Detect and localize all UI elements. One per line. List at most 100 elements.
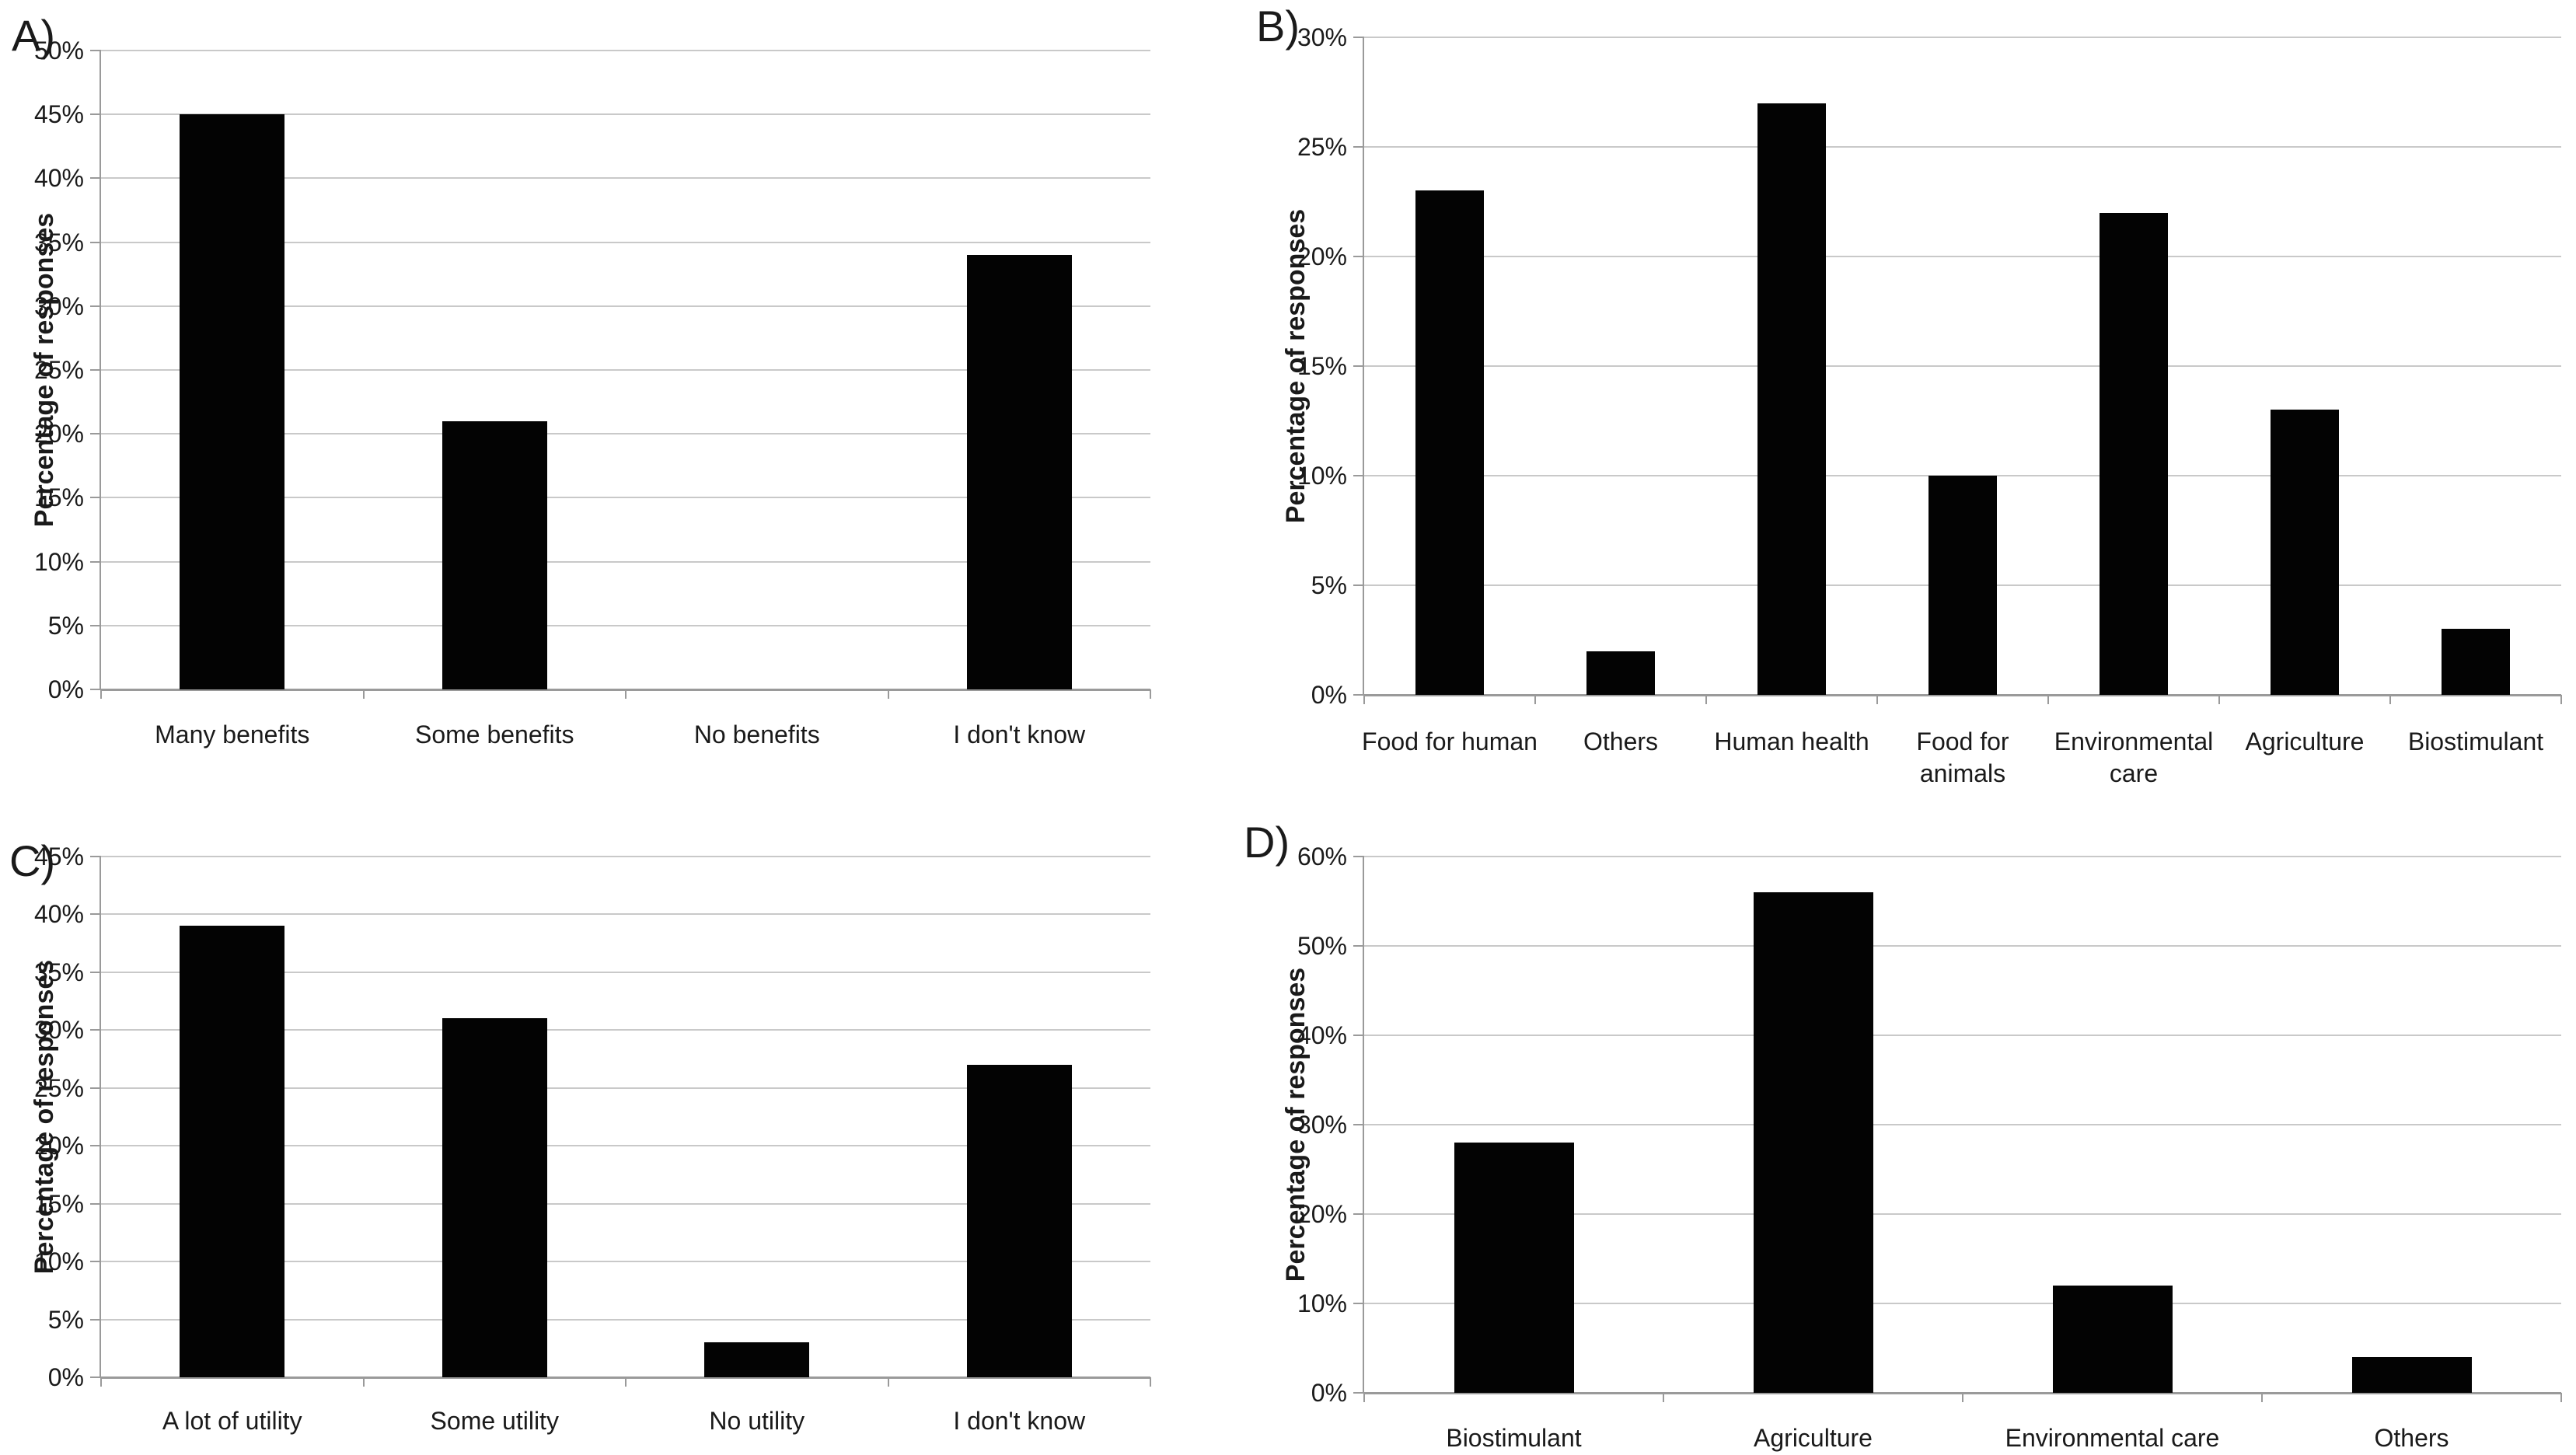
x-axis-tick <box>2218 695 2220 704</box>
y-axis-tick <box>1353 146 1364 148</box>
x-axis-line <box>101 689 1150 691</box>
gridline <box>101 50 1150 51</box>
x-axis-line <box>1364 1392 2561 1394</box>
gridline <box>101 1261 1150 1263</box>
y-axis-tick <box>90 1029 101 1031</box>
x-axis-tick <box>1962 1393 1963 1402</box>
y-axis-tick <box>90 177 101 180</box>
y-axis-tick-label: 30% <box>1297 1111 1347 1139</box>
y-axis-title: Percentage of responses <box>1281 208 1311 524</box>
bar-agriculture <box>1753 892 1873 1393</box>
x-axis-category-label: Environmental care <box>2005 1424 2220 1452</box>
gridline <box>101 1318 1150 1321</box>
y-axis-tick <box>90 1261 101 1263</box>
y-axis-tick-label: 15% <box>33 1189 84 1218</box>
x-axis-category-label: Some benefits <box>414 721 574 748</box>
y-axis-tick <box>1353 856 1364 857</box>
x-axis-category-label: Biostimulant <box>2407 728 2544 755</box>
y-axis-tick-label: 40% <box>33 164 84 193</box>
x-axis-category-label: No benefits <box>693 721 820 748</box>
y-axis-tick-label: 15% <box>1297 352 1347 380</box>
y-axis-tick <box>90 1376 101 1378</box>
y-axis-tick <box>1353 945 1364 947</box>
x-axis-tick <box>1150 1377 1151 1387</box>
x-axis-tick <box>1363 1393 1365 1402</box>
gridline <box>1364 945 2561 947</box>
gridline <box>101 560 1150 563</box>
bar-human-health <box>1757 103 1826 695</box>
y-axis-tick <box>1353 1035 1364 1036</box>
y-axis-tick <box>90 50 101 51</box>
y-axis-tick-label: 25% <box>1297 133 1347 161</box>
y-axis-line <box>1363 857 1364 1393</box>
y-axis-tick-label: 35% <box>33 228 84 256</box>
y-axis-tick <box>90 241 101 243</box>
y-axis-tick-label: 40% <box>1297 1021 1347 1049</box>
y-axis-line <box>99 857 101 1377</box>
x-axis-tick <box>2560 695 2562 704</box>
gridline <box>101 971 1150 973</box>
y-axis-tick <box>1353 256 1364 257</box>
x-axis-line <box>1364 694 2561 696</box>
y-axis-tick-label: 0% <box>47 675 84 703</box>
y-axis-tick <box>1353 584 1364 586</box>
panel-label: C) <box>9 836 56 885</box>
bar-agriculture <box>2271 410 2339 695</box>
x-axis-tick <box>2389 695 2391 704</box>
gridline <box>101 856 1150 857</box>
x-axis-tick <box>2261 1393 2263 1402</box>
y-axis-tick <box>1353 365 1364 367</box>
y-axis-tick-label: 5% <box>47 1305 84 1334</box>
y-axis-tick <box>1353 694 1364 696</box>
gridline <box>1364 1035 2561 1036</box>
x-axis-tick <box>625 1377 627 1387</box>
gridline <box>1364 584 2561 586</box>
y-axis-title: Percentage of responses <box>30 212 59 528</box>
y-axis-tick <box>90 1087 101 1089</box>
gridline <box>101 433 1150 435</box>
gridline <box>1364 146 2561 148</box>
gridline <box>101 1087 1150 1089</box>
x-axis-category-label: Human health <box>1714 728 1869 755</box>
y-axis-tick-label: 10% <box>1297 1289 1347 1317</box>
bar-others <box>2351 1357 2472 1393</box>
x-axis-category-label: No utility <box>709 1407 805 1435</box>
y-axis-tick-label: 5% <box>47 611 84 640</box>
x-axis-category-label: Many benefits <box>155 721 310 748</box>
y-axis-tick-label: 60% <box>1297 843 1347 871</box>
x-axis-tick <box>1534 695 1536 704</box>
x-axis-category-label: Others <box>2374 1424 2449 1452</box>
y-axis-tick-label: 20% <box>33 420 84 448</box>
x-axis-category-label: Others <box>1583 728 1659 755</box>
y-axis-tick <box>90 113 101 116</box>
bar-some-benefits <box>442 420 547 689</box>
gridline <box>101 113 1150 116</box>
y-axis-tick-label: 20% <box>33 1132 84 1160</box>
y-axis-tick-label: 30% <box>1297 23 1347 51</box>
y-axis-tick <box>90 369 101 371</box>
y-axis-tick <box>90 856 101 857</box>
bar-biostimulant <box>1454 1143 1574 1393</box>
x-axis-tick <box>1150 689 1151 699</box>
bar-a-lot-of-utility <box>180 926 285 1377</box>
gridline <box>1364 365 2561 367</box>
x-axis-tick <box>1363 695 1365 704</box>
panel-label: D) <box>1244 818 1290 867</box>
x-axis-tick <box>100 689 102 699</box>
gridline <box>101 177 1150 180</box>
bar-environmental-care <box>2100 212 2168 695</box>
y-axis-tick-label: 20% <box>1297 242 1347 270</box>
y-axis-tick-label: 15% <box>33 483 84 512</box>
x-axis-category-label: I don't know <box>953 1407 1086 1435</box>
gridline <box>101 241 1150 243</box>
y-axis-title: Percentage of responses <box>30 959 59 1275</box>
y-axis-tick-label: 50% <box>33 37 84 65</box>
y-axis-tick <box>90 689 101 690</box>
gridline <box>1364 1124 2561 1125</box>
y-axis-tick-label: 10% <box>1297 462 1347 490</box>
y-axis-tick-label: 30% <box>33 1016 84 1045</box>
y-axis-tick <box>90 1202 101 1205</box>
